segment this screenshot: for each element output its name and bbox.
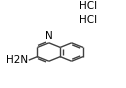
Text: HCl: HCl [79,15,98,25]
Text: HCl: HCl [79,1,98,11]
Text: N: N [45,31,53,41]
Text: H2N: H2N [6,55,28,65]
